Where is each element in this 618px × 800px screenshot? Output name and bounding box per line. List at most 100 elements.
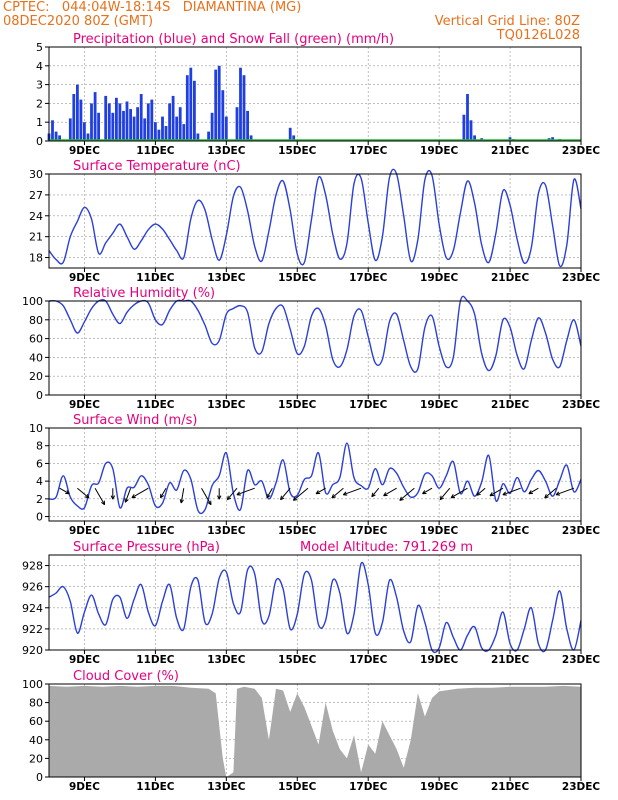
precip-bar	[292, 135, 296, 141]
wind-arrow	[131, 487, 149, 499]
x-tick-label: 13DEC	[207, 399, 246, 411]
y-tick-label: 24	[29, 210, 43, 223]
y-tick-label: 926	[22, 581, 43, 594]
x-tick-label: 21DEC	[491, 654, 530, 666]
y-tick-label: 0	[36, 511, 43, 524]
model-altitude: Model Altitude: 791.269 m	[300, 540, 473, 555]
precip-bar	[224, 116, 228, 141]
x-tick-label: 13DEC	[207, 145, 246, 157]
plot-frame	[48, 554, 582, 651]
x-tick-label: 15DEC	[278, 272, 317, 284]
precip-bar	[473, 135, 476, 141]
precip-bar	[132, 116, 136, 141]
precip-bar	[86, 133, 90, 141]
precip-bar	[221, 90, 225, 141]
y-tick-label: 2	[36, 97, 43, 110]
precip-bar	[104, 95, 108, 141]
wind-arrow	[528, 487, 539, 495]
x-tick-label: 9DEC	[69, 654, 100, 666]
x-tick-label: 15DEC	[278, 399, 317, 411]
panel-4: Surface Wind (m/s) 0 2 4 6 8 10 9DEC 11DEC 13DEC 1…	[29, 413, 600, 537]
wind-arrow-head	[280, 497, 285, 501]
x-tick-label: 15DEC	[278, 781, 317, 793]
wind-arrow	[226, 487, 238, 501]
wind-arrow-head	[371, 494, 376, 498]
precip-bar	[83, 122, 86, 141]
x-tick-label: 9DEC	[69, 272, 100, 284]
panel-3: Relative Humidity (%) 0 20 40 60 80 100 9DEC 11D…	[22, 286, 600, 411]
wind-arrow-head	[544, 494, 547, 499]
wind-arrow	[59, 487, 70, 495]
y-tick-label: 1	[36, 116, 43, 129]
x-tick-label: 19DEC	[420, 272, 459, 284]
precip-bar	[508, 137, 512, 141]
precip-bar	[76, 84, 79, 141]
x-tick-label: 11DEC	[136, 781, 175, 793]
x-tick-label: 11DEC	[136, 272, 175, 284]
panel-title: Precipitation (blue) and Snow Fall (gree…	[73, 32, 394, 47]
wind-arrow-head	[450, 494, 454, 498]
y-tick-label: 8	[36, 440, 43, 453]
series-line	[48, 442, 582, 515]
y-tick-label: 60	[29, 333, 43, 346]
precip-bar	[217, 65, 221, 141]
wind-arrow	[94, 487, 106, 505]
y-tick-label: 924	[22, 602, 43, 615]
wind-arrow	[371, 487, 380, 498]
precip-bar	[189, 67, 193, 141]
precip-bar	[93, 92, 97, 141]
x-tick-label: 21DEC	[491, 399, 530, 411]
model-code: TQ0126L028	[496, 28, 580, 43]
precip-bar	[551, 137, 554, 141]
wind-arrow-head	[371, 492, 374, 497]
precip-bar	[235, 107, 239, 141]
precip-bar	[466, 94, 469, 141]
precip-bar	[207, 131, 210, 141]
x-tick-label: 23DEC	[562, 525, 601, 537]
panel-title: Cloud Cover (%)	[73, 669, 179, 684]
y-tick-label: 922	[22, 623, 43, 636]
wind-arrow-head	[315, 490, 319, 494]
precip-bar	[136, 107, 139, 141]
x-tick-label: 11DEC	[136, 399, 175, 411]
wind-arrow-head	[131, 494, 135, 498]
precip-bar	[175, 116, 179, 141]
wind-arrow	[160, 487, 167, 499]
precip-bar	[239, 67, 242, 141]
wind-arrow-head	[226, 495, 229, 500]
panel-5: Surface Pressure (hPa) Model Altitude: 79…	[22, 540, 600, 666]
wind-arrow-head	[112, 495, 116, 500]
y-tick-label: 0	[36, 771, 43, 784]
wind-arrows	[59, 487, 575, 506]
wind-arrow-head	[331, 494, 334, 499]
y-tick-label: 2	[36, 493, 43, 506]
x-tick-label: 9DEC	[69, 525, 100, 537]
x-tick-label: 13DEC	[207, 654, 246, 666]
y-tick-label: 928	[22, 560, 43, 573]
wind-arrow-head	[476, 493, 481, 496]
x-tick-label: 23DEC	[562, 145, 601, 157]
precip-bar	[107, 103, 111, 141]
wind-arrow-head	[86, 493, 90, 499]
y-tick-label: 27	[29, 189, 43, 202]
wind-arrow-head	[476, 491, 479, 496]
wind-arrow-head	[544, 496, 549, 499]
precip-bar	[242, 75, 246, 141]
x-tick-label: 11DEC	[136, 145, 175, 157]
series-line	[48, 295, 582, 373]
wind-arrow	[77, 487, 90, 499]
x-tick-label: 19DEC	[420, 781, 459, 793]
plot-frame	[48, 46, 582, 142]
wind-arrow-head	[179, 499, 182, 504]
x-tick-label: 15DEC	[278, 525, 317, 537]
x-tick-label: 11DEC	[136, 654, 175, 666]
precip-bar	[462, 114, 466, 141]
y-tick-label: 6	[36, 457, 43, 470]
x-tick-label: 9DEC	[69, 145, 100, 157]
precip-bar	[154, 122, 157, 141]
precip-bar	[143, 118, 147, 141]
x-tick-label: 21DEC	[491, 272, 530, 284]
precip-bar	[97, 112, 100, 141]
precip-bar	[118, 103, 122, 141]
